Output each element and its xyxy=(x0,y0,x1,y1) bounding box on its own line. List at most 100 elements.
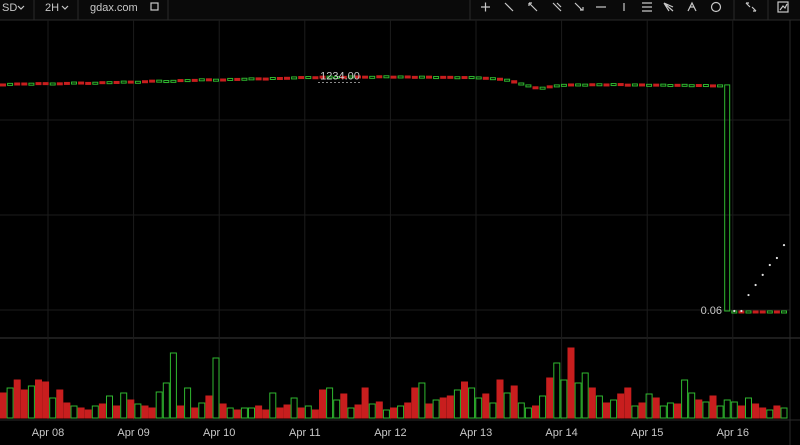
volume-bar xyxy=(517,402,525,419)
candle xyxy=(113,80,120,84)
volume-bar xyxy=(177,405,184,419)
volume-bar xyxy=(169,352,177,419)
volume-bar xyxy=(35,379,42,419)
crosshair-tool[interactable] xyxy=(481,2,490,12)
volume-bar xyxy=(709,395,717,419)
volume-bar xyxy=(13,379,21,419)
volume-bar xyxy=(681,379,689,419)
symbol[interactable]: SD xyxy=(2,2,17,14)
volume-bar xyxy=(184,387,192,419)
candle xyxy=(248,77,255,81)
volume-bar xyxy=(475,397,483,419)
volume-bar xyxy=(617,393,625,419)
x-tick-label: Apr 15 xyxy=(631,427,663,439)
interval[interactable]: 2H xyxy=(45,2,59,14)
candle xyxy=(28,82,35,86)
candle xyxy=(241,77,248,81)
candle xyxy=(298,76,305,80)
ma-dot xyxy=(740,309,743,313)
volume-bar xyxy=(560,379,568,419)
candle xyxy=(489,77,496,81)
volume-bar xyxy=(368,403,376,419)
volume-bar xyxy=(404,402,412,419)
ray-tool[interactable] xyxy=(552,2,562,12)
volume-bar xyxy=(262,409,270,419)
volume-bar xyxy=(248,407,255,419)
fan-tool[interactable] xyxy=(663,2,674,12)
extended-tool[interactable] xyxy=(574,2,584,11)
fib-tool[interactable] xyxy=(642,2,652,12)
candle xyxy=(184,79,191,83)
volume-bar xyxy=(226,407,234,419)
candle xyxy=(773,310,780,314)
symbol-dropdown[interactable] xyxy=(17,5,25,10)
interval-dropdown[interactable] xyxy=(61,5,69,10)
volume-bar xyxy=(326,387,334,419)
volume-bar xyxy=(255,405,263,419)
volume-bar xyxy=(766,409,774,419)
main-grid xyxy=(0,119,790,311)
candle xyxy=(745,310,752,314)
trendline-tool[interactable] xyxy=(504,2,514,12)
low-label: 0.06 xyxy=(701,305,722,317)
volume-bar xyxy=(77,407,85,419)
circle-tool[interactable] xyxy=(710,1,722,13)
volume-bar xyxy=(645,393,653,419)
ma-dot xyxy=(733,309,736,313)
candle xyxy=(7,82,14,86)
volume-bar xyxy=(752,403,760,419)
candle xyxy=(404,75,411,79)
candle xyxy=(177,79,184,83)
candle xyxy=(56,82,63,86)
volume-bar xyxy=(191,407,199,419)
candle xyxy=(191,78,198,82)
candle xyxy=(198,78,205,82)
ma-dot xyxy=(775,256,779,260)
volume-bar xyxy=(240,407,248,419)
volume-bar xyxy=(205,395,213,419)
volume-bar xyxy=(745,397,752,419)
candle xyxy=(710,84,716,88)
volume-bar xyxy=(411,387,419,419)
candle xyxy=(482,76,489,80)
arrow-tool[interactable] xyxy=(528,2,538,12)
volume-bar xyxy=(354,404,362,419)
volume-bar xyxy=(70,405,78,419)
candle xyxy=(156,79,163,83)
candle xyxy=(674,83,681,87)
ma-dot xyxy=(782,243,786,247)
candle xyxy=(532,86,539,90)
volume-bar xyxy=(63,402,71,419)
source[interactable]: gdax.com xyxy=(90,2,138,14)
volume-bar xyxy=(439,397,447,419)
volume-bar xyxy=(113,405,121,419)
volume-bar xyxy=(0,392,7,419)
indicator-button[interactable] xyxy=(777,1,789,13)
volume-bar xyxy=(759,407,767,419)
candle xyxy=(695,84,702,88)
candle xyxy=(355,75,361,79)
candle xyxy=(667,84,674,88)
fullscreen-button[interactable] xyxy=(745,2,757,12)
volume-bar xyxy=(148,407,156,419)
volume-bar xyxy=(233,409,241,419)
volume-bar xyxy=(56,389,64,419)
pitchfork-tool[interactable] xyxy=(687,1,697,12)
volume-bar xyxy=(695,399,703,419)
volume-bar xyxy=(588,387,596,419)
volume-bar xyxy=(276,407,284,419)
popout-icon[interactable] xyxy=(150,2,159,11)
x-tick-label: Apr 10 xyxy=(203,427,235,439)
candle xyxy=(397,75,404,79)
candle xyxy=(426,75,432,79)
candle xyxy=(752,310,759,314)
volume-bar xyxy=(603,402,610,419)
volume-bar xyxy=(134,403,142,419)
volume-bar xyxy=(659,405,667,419)
x-tick-label: Apr 14 xyxy=(545,427,577,439)
ma-dot xyxy=(768,263,771,267)
candle xyxy=(149,79,156,83)
candle xyxy=(610,83,617,87)
volume-bar xyxy=(91,405,99,419)
volume-bar xyxy=(304,405,312,419)
